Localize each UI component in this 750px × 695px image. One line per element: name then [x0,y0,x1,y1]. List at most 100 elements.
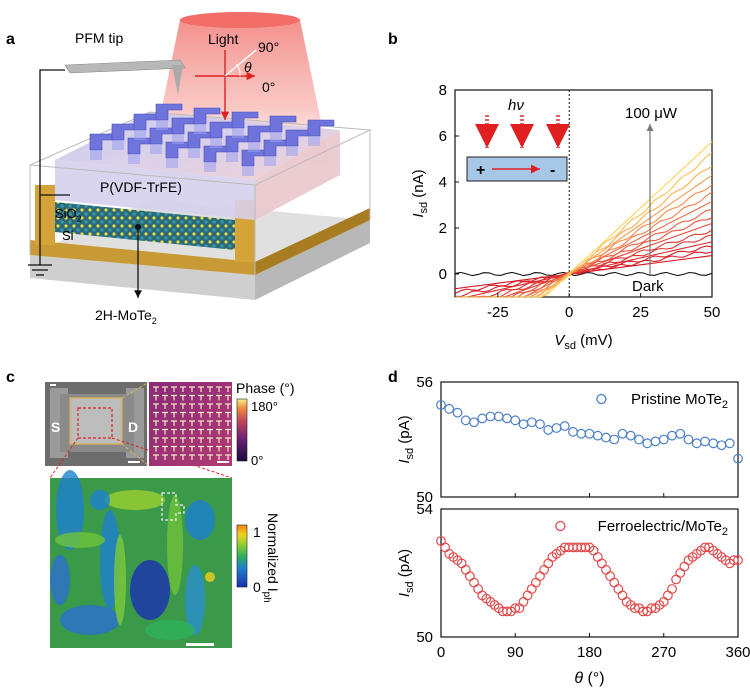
data-point [617,590,628,601]
phase-t-mark [162,445,168,452]
phase-t-mark [171,454,177,460]
phase-t-mark [216,394,222,401]
data-point [629,603,640,614]
phase-t-mark [162,394,168,401]
legend-marker [596,393,607,405]
data-point [543,558,554,569]
phase-t-mark [180,454,186,460]
data-point [638,606,649,617]
phase-image [149,382,232,466]
phase-t-mark [180,420,186,426]
phase-t-mark [189,428,195,435]
phase-t-mark [189,411,195,418]
phase-t-mark [162,386,168,392]
phase-t-mark [207,386,213,392]
data-point [642,438,653,449]
pvdf-label: P(VDF-TrFE) [100,179,182,195]
data-point [477,413,488,424]
iv-curve-Dark [454,271,713,277]
phase-t-mark [162,411,168,418]
x-tick-label: 90 [507,644,524,661]
phase-t-mark [153,411,159,418]
phase-t-mark [189,445,195,452]
pfm-tip-label: PFM tip [75,30,123,46]
data-point [473,584,484,594]
phase-t-mark [189,403,195,409]
phase-t-mark [180,411,186,418]
polarization-axes [195,49,257,120]
x-tick-label: 0 [437,644,445,661]
phase-t-mark [162,403,168,409]
drain-label: D [128,419,138,435]
circuit-wire [39,69,65,265]
phase-t-mark [162,420,168,426]
phase-t-mark [189,386,195,392]
phase-t-mark [189,420,195,426]
data-point [526,417,537,428]
x-tick-label: -25 [487,304,509,321]
map-region [90,490,110,510]
iv-curve-P2 [454,251,713,295]
data-point [700,542,710,553]
data-point [708,438,719,449]
phase-t-mark [189,437,195,443]
data-point [535,571,545,582]
x-tick-label: 180 [577,644,602,661]
phase-t-mark [216,386,222,392]
data-point [510,603,521,614]
phase-t-mark [153,394,159,401]
data-point [617,428,628,439]
phase-max-label: 180° [251,399,278,414]
map-region [145,620,195,640]
y-tick-label: 4 [439,174,447,191]
phase-t-mark [198,428,204,435]
map-region [130,560,170,620]
panel-a-letter: a [6,31,15,48]
data-point [650,436,661,447]
data-point [584,428,595,439]
phase-t-mark [216,454,222,460]
dark-label: Dark [632,278,664,295]
angle-90-label: 90° [258,39,279,55]
data-point [535,419,545,430]
phase-t-mark [225,420,231,426]
data-point [613,584,624,594]
data-point [724,438,735,449]
map-region [205,572,215,582]
data-point [667,584,677,594]
data-point [700,436,710,447]
x-tick-label: 360 [725,644,750,661]
iph-min-label: 0 [253,579,261,595]
phase-t-mark [216,428,222,435]
ground-icon [28,264,52,276]
pristine-chart: 50 56 Isd (pA) Pristine MoTe2 [396,374,743,506]
angle-0-label: 0° [262,79,275,95]
phase-t-mark [207,428,213,435]
data-point [568,426,578,437]
x-tick-label: 25 [632,304,649,321]
data-point [452,407,463,418]
data-point [502,413,512,424]
legend-label: Pristine MoTe2 [631,391,728,411]
inset-plus: + [476,162,485,179]
data-point [592,552,603,562]
phase-t-mark [180,403,186,409]
light-label: Light [208,31,238,47]
x-tick-label: 50 [704,304,721,321]
data-point [679,561,690,572]
x-tick-label: 0 [565,304,573,321]
phase-t-mark [216,445,222,452]
phase-t-mark [153,445,159,452]
phase-t-mark [207,420,213,426]
map-region [114,535,126,625]
phase-t-mark [153,420,159,426]
panel-c-letter: c [6,369,15,386]
mote2-label: 2H-MoTe2 [95,307,157,326]
panel-d-letter: d [388,369,398,386]
phase-t-mark [162,437,168,443]
x-axis-label: Vsd (mV) [554,332,612,352]
t-shape-outline [161,492,185,521]
sem-image: S D [45,382,147,466]
data-point [691,438,702,449]
